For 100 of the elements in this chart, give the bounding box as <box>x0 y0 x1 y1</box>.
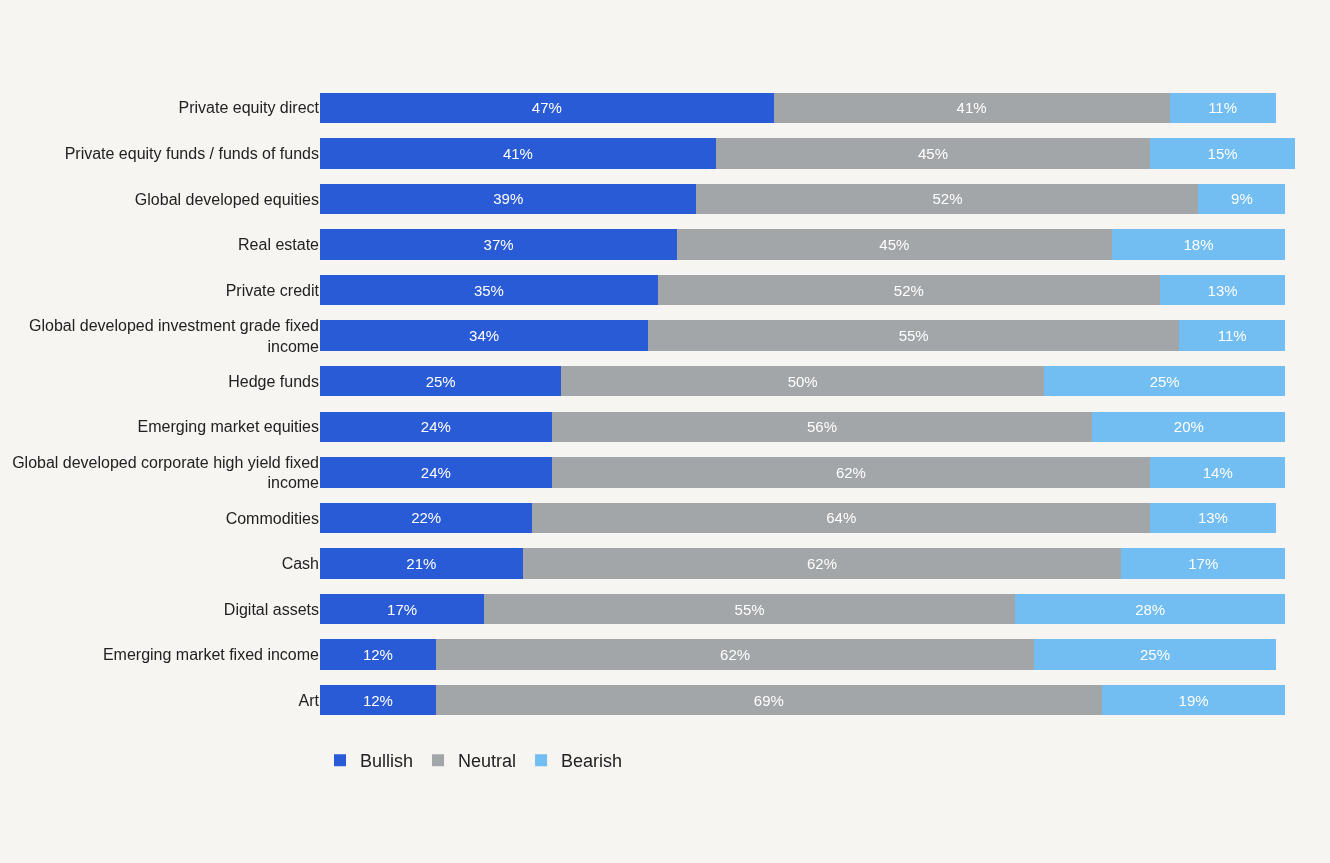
data-label: 55% <box>734 600 765 618</box>
bar <box>561 365 1045 397</box>
data-label: 25% <box>425 372 456 390</box>
data-label: 20% <box>1173 418 1204 436</box>
bar <box>648 320 1180 351</box>
data-label: 62% <box>835 463 866 481</box>
data-label: 50% <box>787 372 818 390</box>
data-label: 35% <box>473 281 504 299</box>
bar <box>320 365 562 397</box>
y-tick-label: Global developed corporate high yield fixed income <box>12 453 320 492</box>
bar <box>320 548 523 579</box>
data-label: 13% <box>1207 281 1238 299</box>
data-label: 55% <box>898 327 929 345</box>
y-tick-label: Emerging market equities <box>137 418 319 436</box>
y-tick-label: Real estate <box>238 236 320 254</box>
bar <box>773 92 1170 124</box>
bar <box>320 138 716 169</box>
bar <box>1169 92 1276 124</box>
bar <box>1121 548 1286 579</box>
data-label: 41% <box>956 99 987 117</box>
bar <box>320 457 552 488</box>
bar <box>320 183 697 215</box>
y-tick-label: Global developed equities <box>134 190 319 208</box>
data-label: 45% <box>879 236 910 253</box>
bar <box>715 138 1151 169</box>
bar <box>1101 684 1286 716</box>
bar <box>1111 229 1286 260</box>
legend-label: Neutral <box>458 751 517 772</box>
bar <box>1150 138 1295 169</box>
y-tick-label: Art <box>298 691 320 709</box>
bar <box>1179 320 1286 351</box>
data-label: 15% <box>1207 144 1238 162</box>
y-tick-label: Commodities <box>225 509 319 527</box>
bar <box>320 274 658 306</box>
bar <box>1150 502 1276 534</box>
data-label: 47% <box>531 99 562 117</box>
data-label: 12% <box>362 646 393 664</box>
bar <box>657 274 1160 306</box>
data-label: 37% <box>483 236 514 253</box>
bar <box>484 593 1016 625</box>
y-tick-label: Hedge funds <box>228 372 319 390</box>
bar <box>1159 274 1286 306</box>
bar <box>435 684 1102 716</box>
bar <box>320 502 533 534</box>
data-label: 25% <box>1149 372 1180 390</box>
data-label: 24% <box>420 418 451 436</box>
data-label: 9% <box>1231 190 1253 208</box>
data-label: 14% <box>1202 463 1233 481</box>
bar <box>320 639 436 670</box>
data-label: 64% <box>826 509 857 527</box>
data-label: 52% <box>932 190 963 208</box>
bar <box>320 593 485 625</box>
data-label: 69% <box>753 691 784 709</box>
data-label: 52% <box>893 281 924 299</box>
data-label: 13% <box>1197 509 1228 527</box>
data-label: 45% <box>917 144 949 162</box>
y-tick-label: Private equity funds / funds of funds <box>64 144 319 162</box>
y-tick-label: Cash <box>281 555 319 573</box>
bar <box>1034 639 1276 670</box>
bar <box>320 684 436 716</box>
bar <box>1044 365 1286 397</box>
data-label: 17% <box>1188 555 1219 572</box>
bar <box>1015 593 1286 625</box>
bar <box>551 457 1151 488</box>
bar <box>435 639 1035 670</box>
data-label: 34% <box>469 327 500 345</box>
bar <box>696 183 1199 215</box>
y-tick-label: Global developed investment grade fixed income <box>29 316 320 355</box>
data-label: 41% <box>502 144 533 162</box>
legend-label: Bullish <box>360 751 414 772</box>
bar <box>320 229 678 260</box>
bar <box>320 92 774 124</box>
y-tick-label: Private credit <box>225 281 320 299</box>
bar <box>677 229 1112 260</box>
legend-label: Bearish <box>561 751 623 772</box>
data-label: 62% <box>720 646 751 664</box>
bar <box>320 411 552 443</box>
data-label: 25% <box>1140 646 1171 664</box>
data-label: 21% <box>406 555 437 572</box>
data-label: 17% <box>387 600 418 618</box>
data-label: 56% <box>806 418 837 436</box>
bar <box>320 320 649 351</box>
data-label: 24% <box>420 463 451 481</box>
data-label: 11% <box>1217 327 1247 345</box>
data-label: 62% <box>806 555 837 572</box>
data-label: 22% <box>411 509 442 527</box>
bar <box>1198 183 1286 215</box>
bar <box>551 411 1093 443</box>
bar <box>1150 457 1286 488</box>
data-label: 18% <box>1183 236 1214 253</box>
data-label: 11% <box>1208 99 1238 117</box>
y-tick-label: Private equity direct <box>178 99 320 117</box>
bar <box>522 548 1122 579</box>
data-label: 28% <box>1135 600 1166 618</box>
data-label: 12% <box>362 691 393 709</box>
data-label: 19% <box>1178 691 1209 709</box>
bar <box>532 502 1151 534</box>
y-tick-label: Digital assets <box>223 600 319 618</box>
data-label: 39% <box>493 190 524 208</box>
bar <box>1092 411 1286 443</box>
